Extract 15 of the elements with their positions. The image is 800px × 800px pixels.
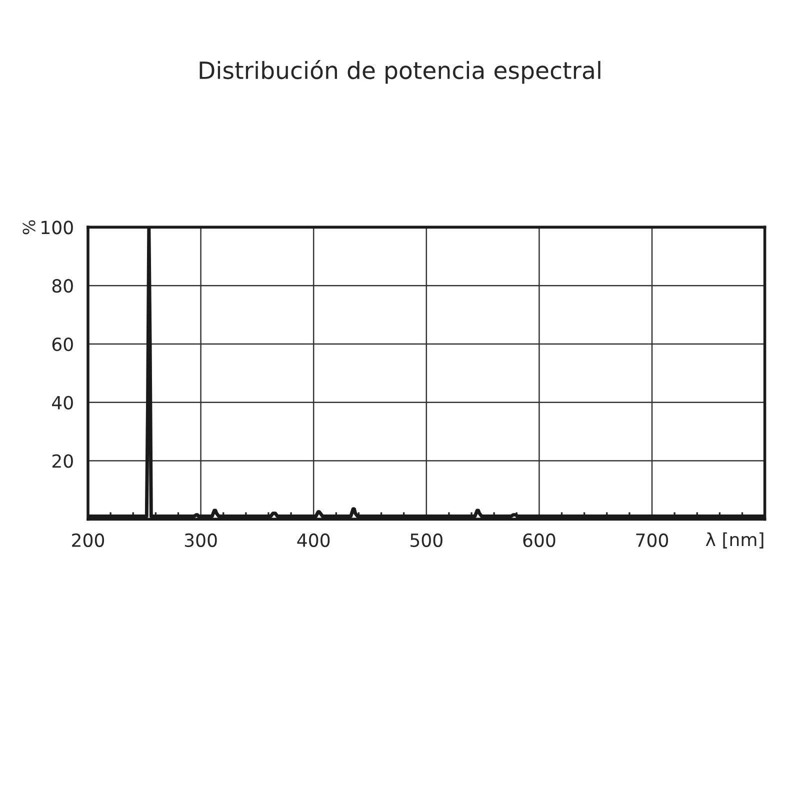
y-tick-label: 20	[52, 454, 73, 468]
y-axis-title: %	[22, 220, 36, 234]
y-tick-label: 40	[52, 396, 73, 410]
x-tick-label: 700	[636, 533, 668, 548]
y-tick-label: 60	[52, 337, 73, 352]
line-series	[88, 227, 765, 518]
y-tick-label: 80	[52, 279, 73, 293]
x-tick-label: 400	[297, 533, 330, 548]
x-tick-label: 600	[523, 533, 556, 548]
x-tick-label: 500	[410, 533, 442, 548]
x-axis-title: λ [nm]	[706, 532, 764, 548]
chart-title: Distribución de potencia espectral	[200, 60, 600, 84]
y-tick-label: 100	[42, 220, 73, 234]
x-tick-label: 300	[184, 533, 217, 548]
x-tick-label: 200	[72, 533, 104, 548]
